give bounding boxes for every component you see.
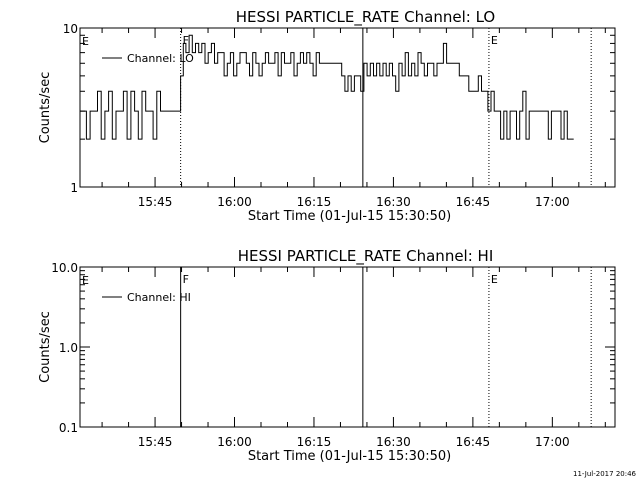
event-marker-label: E [491,273,498,286]
x-axis-label: Start Time (01-Jul-15 15:30:50) [248,449,451,464]
y-tick-label: 10 [63,22,78,36]
plot-frame [79,27,616,188]
panel-lo: HESSI PARTICLE_RATE Channel: LO 15:45 16:0… [38,8,616,224]
event-marker-label: F [183,34,189,47]
x-tick-label: 17:00 [535,435,570,449]
generation-timestamp: 11-Jul-2017 20:46 [573,470,637,478]
x-tick-label: 16:30 [376,195,411,209]
x-tick-label: 16:15 [297,195,332,209]
chart-title: HESSI PARTICLE_RATE Channel: HI [238,247,494,266]
x-tick-label: 16:00 [217,435,252,449]
y-axis-label: Counts/sec [38,72,53,144]
event-marker-label: F [183,273,189,286]
corner-label: E [82,35,89,48]
event-marker-label: E [491,34,498,47]
y-tick-label: 1.0 [59,341,78,355]
legend-entry: Channel: LO [127,52,194,65]
x-tick-label: 16:00 [217,195,252,209]
y-tick-label: 1 [70,181,78,195]
x-tick-label: 16:30 [376,435,411,449]
y-tick-label: 0.1 [59,421,78,435]
y-axis-label: Counts/sec [38,311,53,383]
panel-hi: HESSI PARTICLE_RATE Channel: HI 15:45 16:0… [38,247,616,464]
series-line [80,34,574,140]
x-tick-label: 16:45 [456,195,491,209]
x-tick-label: 16:15 [297,435,332,449]
x-tick-label: 16:45 [456,435,491,449]
corner-label: E [82,274,89,287]
chart-title: HESSI PARTICLE_RATE Channel: LO [236,8,495,27]
y-tick-label: 10.0 [51,261,78,275]
x-tick-label: 15:45 [138,195,173,209]
x-tick-label: 17:00 [535,195,570,209]
x-axis-label: Start Time (01-Jul-15 15:30:50) [248,209,451,224]
x-tick-label: 15:45 [138,435,173,449]
legend-entry: Channel: HI [127,291,191,304]
